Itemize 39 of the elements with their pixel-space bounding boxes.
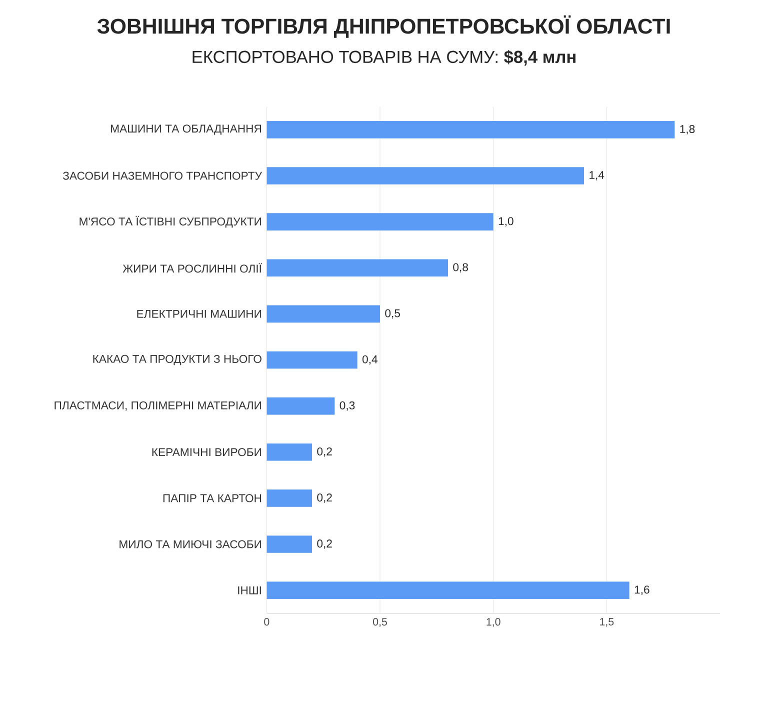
y-tick-label: ІНШІ bbox=[238, 586, 261, 594]
data-label: 1,6 bbox=[634, 586, 650, 595]
bar bbox=[266, 167, 584, 184]
chart-subtitle: ЕКСПОРТОВАНО ТОВАРІВ НА СУМУ: $8,4 млн bbox=[192, 50, 576, 66]
y-tick-label: ПАПІР ТА КАРТОН bbox=[163, 494, 262, 502]
x-tick-label: 1,5 bbox=[600, 618, 614, 627]
y-tick-label: ЖИРИ ТА РОСЛИННІ ОЛІЇ bbox=[122, 263, 262, 273]
data-label: 0,5 bbox=[385, 309, 400, 319]
y-tick-label: МАШИНИ ТА ОБЛАДНАННЯ bbox=[111, 124, 262, 135]
y-tick-label: М'ЯСО ТА ЇСТІВНІ СУБПРОДУКТИ bbox=[80, 216, 262, 228]
bar bbox=[266, 536, 312, 553]
data-label: 1,0 bbox=[498, 217, 514, 226]
data-label: 0,2 bbox=[317, 494, 332, 503]
bar bbox=[266, 490, 312, 507]
data-label: 0,4 bbox=[362, 355, 378, 365]
data-label: 0,8 bbox=[453, 263, 468, 273]
chart-title: ЗОВНІШНЯ ТОРГІВЛЯ ДНІПРОПЕТРОВСЬКОЇ ОБЛАСТІ bbox=[97, 15, 670, 38]
bar bbox=[266, 121, 675, 138]
data-label: 1,4 bbox=[590, 171, 604, 180]
data-label: 0,2 bbox=[317, 540, 332, 549]
y-tick-label: ПЛАСТМАСИ, ПОЛІМЕРНІ МАТЕРІАЛИ bbox=[54, 401, 262, 411]
bar bbox=[266, 443, 312, 461]
bar bbox=[266, 213, 494, 230]
bar bbox=[266, 259, 448, 277]
y-tick-label: МИЛО ТА МИЮЧІ ЗАСОБИ bbox=[120, 540, 262, 548]
y-tick-label: ЗАСОБИ НАЗЕМНОГО ТРАНСПОРТУ bbox=[62, 172, 262, 180]
y-tick-label: КЕРАМІЧНІ ВИРОБИ bbox=[152, 448, 262, 456]
x-tick-label: 1,0 bbox=[486, 618, 500, 627]
data-label: 0,2 bbox=[317, 447, 332, 457]
y-tick-label: ЕЛЕКТРИЧНІ МАШИНИ bbox=[137, 310, 262, 318]
x-tick-label: 0,5 bbox=[373, 618, 387, 627]
bar bbox=[266, 305, 380, 323]
bar bbox=[266, 397, 335, 415]
x-tick-label: 0 bbox=[264, 618, 270, 626]
y-tick-label: КАКАО ТА ПРОДУКТИ З НЬОГО bbox=[93, 354, 262, 366]
bar bbox=[266, 582, 630, 599]
data-label: 0,3 bbox=[340, 401, 355, 411]
bar bbox=[266, 351, 358, 369]
data-label: 1,8 bbox=[680, 125, 695, 134]
